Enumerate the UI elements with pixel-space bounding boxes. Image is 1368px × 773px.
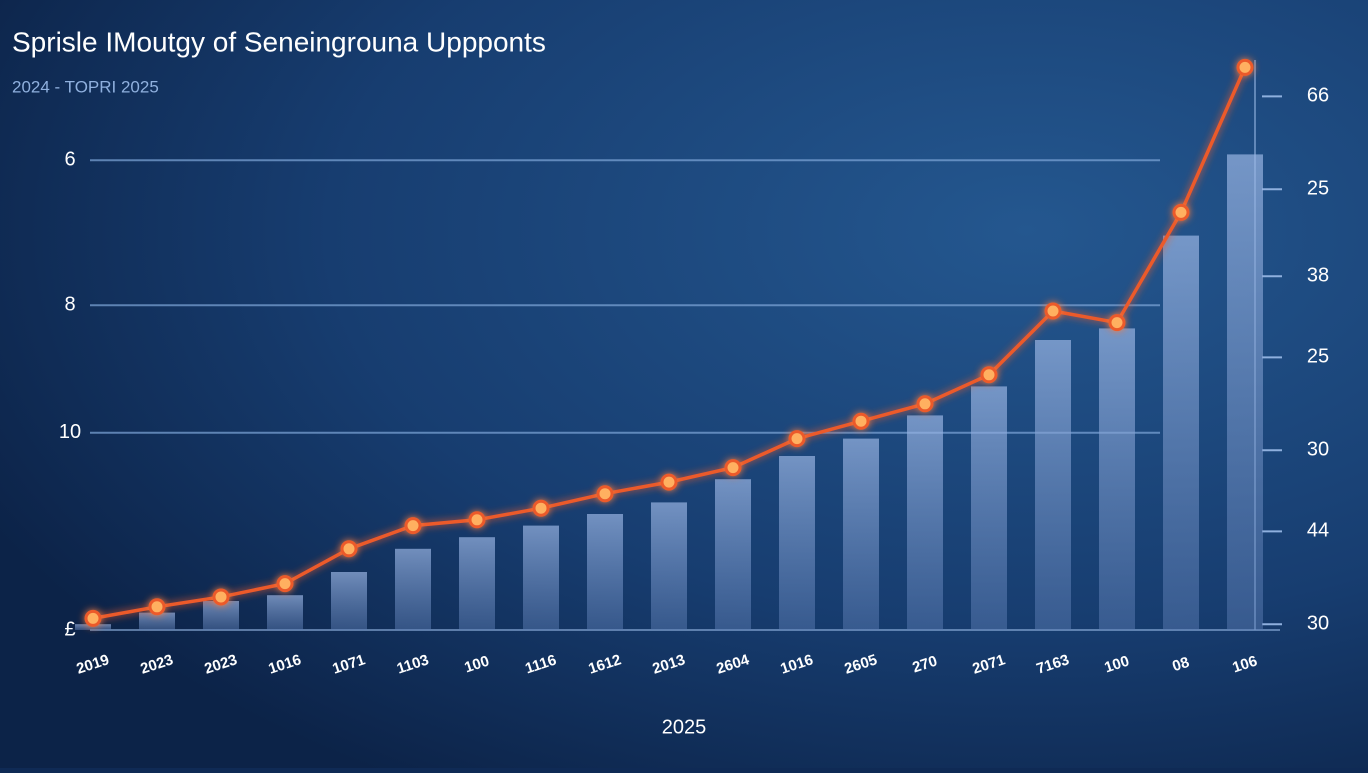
point: [148, 598, 166, 616]
point: [724, 459, 742, 477]
point: [404, 517, 422, 535]
point: [916, 395, 934, 413]
point: [660, 473, 678, 491]
point: [276, 575, 294, 593]
chart-subtitle: 2024 - TOPRI 2025: [12, 77, 159, 96]
x-tick-label: 100: [462, 653, 491, 677]
point: [788, 430, 806, 448]
point: [980, 366, 998, 384]
y2-tick-label: 25: [1307, 346, 1329, 368]
point: [84, 609, 102, 627]
y2-tick-label: 30: [1307, 438, 1329, 460]
point: [468, 511, 486, 529]
y-tick-label: £: [64, 618, 75, 640]
point: [1236, 58, 1254, 76]
point: [1172, 203, 1190, 221]
y-tick-label: 10: [59, 421, 81, 443]
point: [532, 499, 550, 517]
x-tick-label: 100: [1102, 653, 1131, 677]
x-axis-title: 2025: [662, 716, 707, 738]
y2-tick-label: 66: [1307, 85, 1329, 107]
point: [1108, 314, 1126, 332]
y2-tick-label: 44: [1307, 520, 1329, 542]
point: [1044, 302, 1062, 320]
x-tick-label: 270: [910, 653, 939, 677]
point: [596, 485, 614, 503]
point: [340, 540, 358, 558]
y2-tick-label: 25: [1307, 177, 1329, 199]
x-tick-label: 08: [1170, 654, 1191, 675]
x-tick-label: 106: [1230, 653, 1259, 677]
point: [852, 412, 870, 430]
y2-tick-label: 38: [1307, 264, 1329, 286]
y-tick-label: 6: [64, 148, 75, 170]
y-tick-label: 8: [64, 293, 75, 315]
chart-title: Sprisle IMoutgy of Seneingrouna Uppponts: [12, 26, 546, 57]
y2-tick-label: 30: [1307, 612, 1329, 634]
point: [212, 588, 230, 606]
